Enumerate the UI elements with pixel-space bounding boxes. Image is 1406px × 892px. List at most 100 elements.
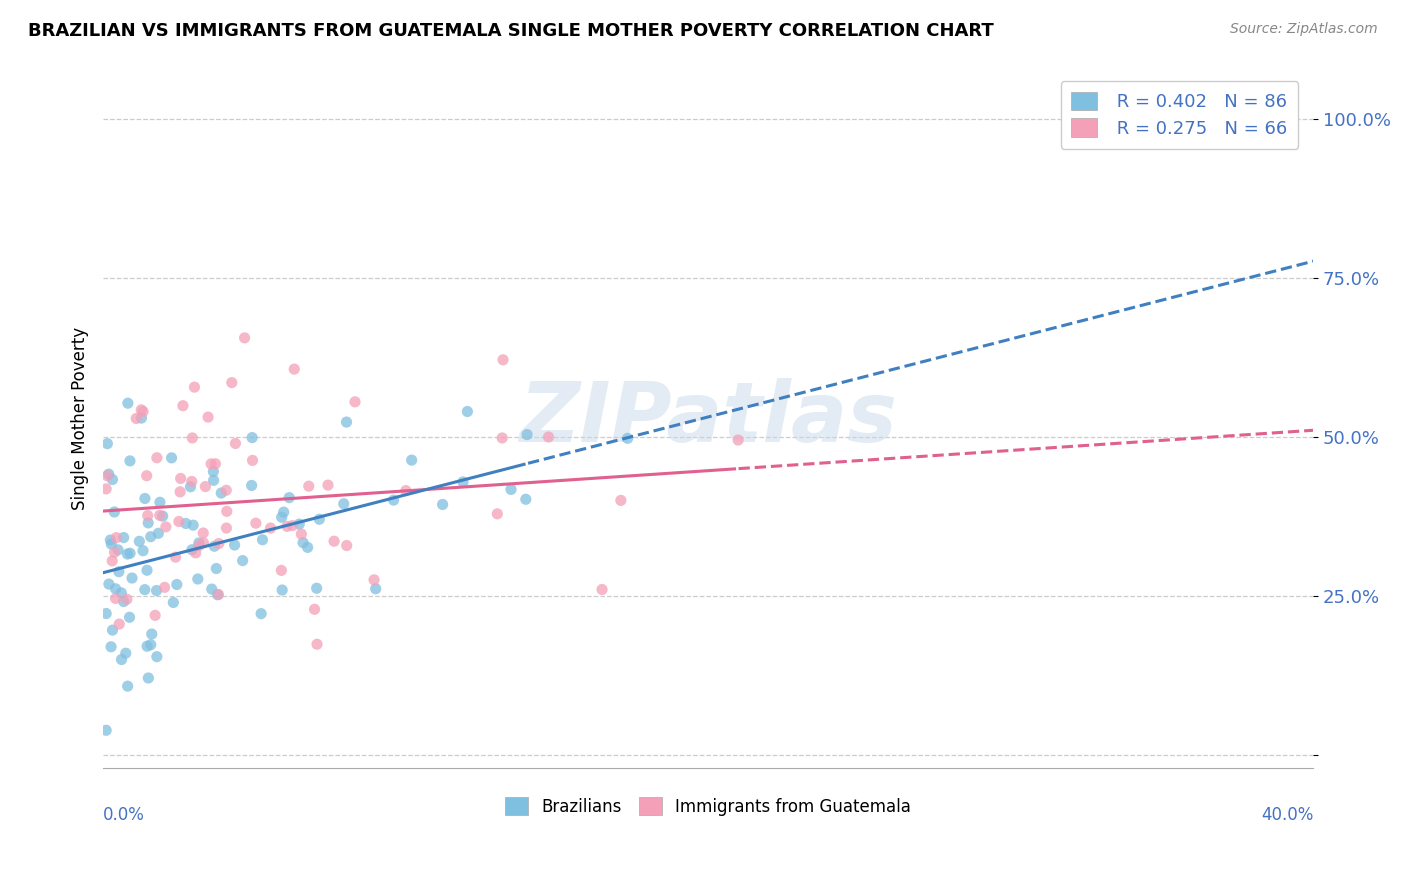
- Text: 0.0%: 0.0%: [103, 806, 145, 824]
- Point: [103, 505, 125, 519]
- Point: [202, 539, 225, 553]
- Point: [104, 582, 127, 596]
- Point: [131, 411, 153, 425]
- Point: [537, 430, 560, 444]
- Point: [215, 504, 238, 518]
- Point: [207, 588, 229, 602]
- Point: [456, 404, 478, 418]
- Point: [152, 509, 174, 524]
- Point: [336, 539, 359, 553]
- Point: [283, 362, 305, 376]
- Point: [97, 467, 120, 482]
- Point: [240, 478, 263, 492]
- Point: [181, 518, 204, 533]
- Point: [128, 534, 150, 549]
- Point: [363, 573, 385, 587]
- Point: [100, 537, 122, 551]
- Point: [395, 483, 418, 498]
- Legend: Brazilians, Immigrants from Guatemala: Brazilians, Immigrants from Guatemala: [498, 791, 918, 822]
- Point: [160, 450, 183, 465]
- Point: [112, 594, 135, 608]
- Point: [304, 602, 326, 616]
- Point: [271, 582, 294, 597]
- Point: [616, 431, 638, 445]
- Point: [96, 607, 118, 621]
- Point: [118, 610, 141, 624]
- Point: [110, 586, 132, 600]
- Point: [98, 533, 121, 547]
- Text: ZIPatlas: ZIPatlas: [519, 377, 897, 458]
- Point: [121, 571, 143, 585]
- Point: [149, 508, 172, 523]
- Point: [278, 491, 301, 505]
- Point: [727, 433, 749, 447]
- Point: [132, 543, 155, 558]
- Point: [96, 482, 118, 496]
- Point: [221, 376, 243, 390]
- Point: [252, 533, 274, 547]
- Point: [215, 483, 238, 498]
- Point: [492, 352, 515, 367]
- Point: [270, 510, 292, 524]
- Point: [108, 565, 131, 579]
- Point: [97, 577, 120, 591]
- Point: [114, 646, 136, 660]
- Point: [401, 453, 423, 467]
- Point: [207, 587, 229, 601]
- Point: [135, 468, 157, 483]
- Point: [516, 427, 538, 442]
- Point: [200, 457, 222, 471]
- Point: [167, 515, 190, 529]
- Point: [136, 639, 159, 653]
- Point: [335, 415, 357, 429]
- Point: [112, 531, 135, 545]
- Point: [224, 538, 246, 552]
- Point: [149, 495, 172, 509]
- Point: [179, 480, 201, 494]
- Point: [432, 498, 454, 512]
- Point: [141, 627, 163, 641]
- Point: [194, 479, 217, 493]
- Point: [96, 723, 118, 738]
- Point: [187, 572, 209, 586]
- Point: [202, 465, 225, 479]
- Point: [169, 471, 191, 485]
- Point: [273, 505, 295, 519]
- Point: [181, 431, 204, 445]
- Point: [118, 454, 141, 468]
- Point: [205, 561, 228, 575]
- Point: [193, 536, 215, 550]
- Point: [382, 493, 405, 508]
- Point: [297, 541, 319, 555]
- Point: [125, 411, 148, 425]
- Point: [201, 582, 224, 596]
- Point: [202, 473, 225, 487]
- Point: [242, 453, 264, 467]
- Point: [162, 595, 184, 609]
- Text: BRAZILIAN VS IMMIGRANTS FROM GUATEMALA SINGLE MOTHER POVERTY CORRELATION CHART: BRAZILIAN VS IMMIGRANTS FROM GUATEMALA S…: [28, 22, 994, 40]
- Point: [276, 519, 298, 533]
- Point: [110, 652, 132, 666]
- Point: [288, 517, 311, 532]
- Point: [305, 581, 328, 595]
- Point: [270, 563, 292, 577]
- Point: [250, 607, 273, 621]
- Point: [100, 640, 122, 654]
- Point: [292, 535, 315, 549]
- Point: [96, 468, 118, 483]
- Point: [451, 475, 474, 489]
- Point: [136, 563, 159, 577]
- Point: [104, 591, 127, 606]
- Point: [245, 516, 267, 531]
- Point: [129, 402, 152, 417]
- Point: [610, 493, 633, 508]
- Point: [139, 638, 162, 652]
- Point: [134, 491, 156, 506]
- Point: [143, 608, 166, 623]
- Point: [333, 497, 356, 511]
- Point: [305, 637, 328, 651]
- Point: [180, 475, 202, 489]
- Point: [107, 542, 129, 557]
- Point: [259, 521, 281, 535]
- Point: [101, 554, 124, 568]
